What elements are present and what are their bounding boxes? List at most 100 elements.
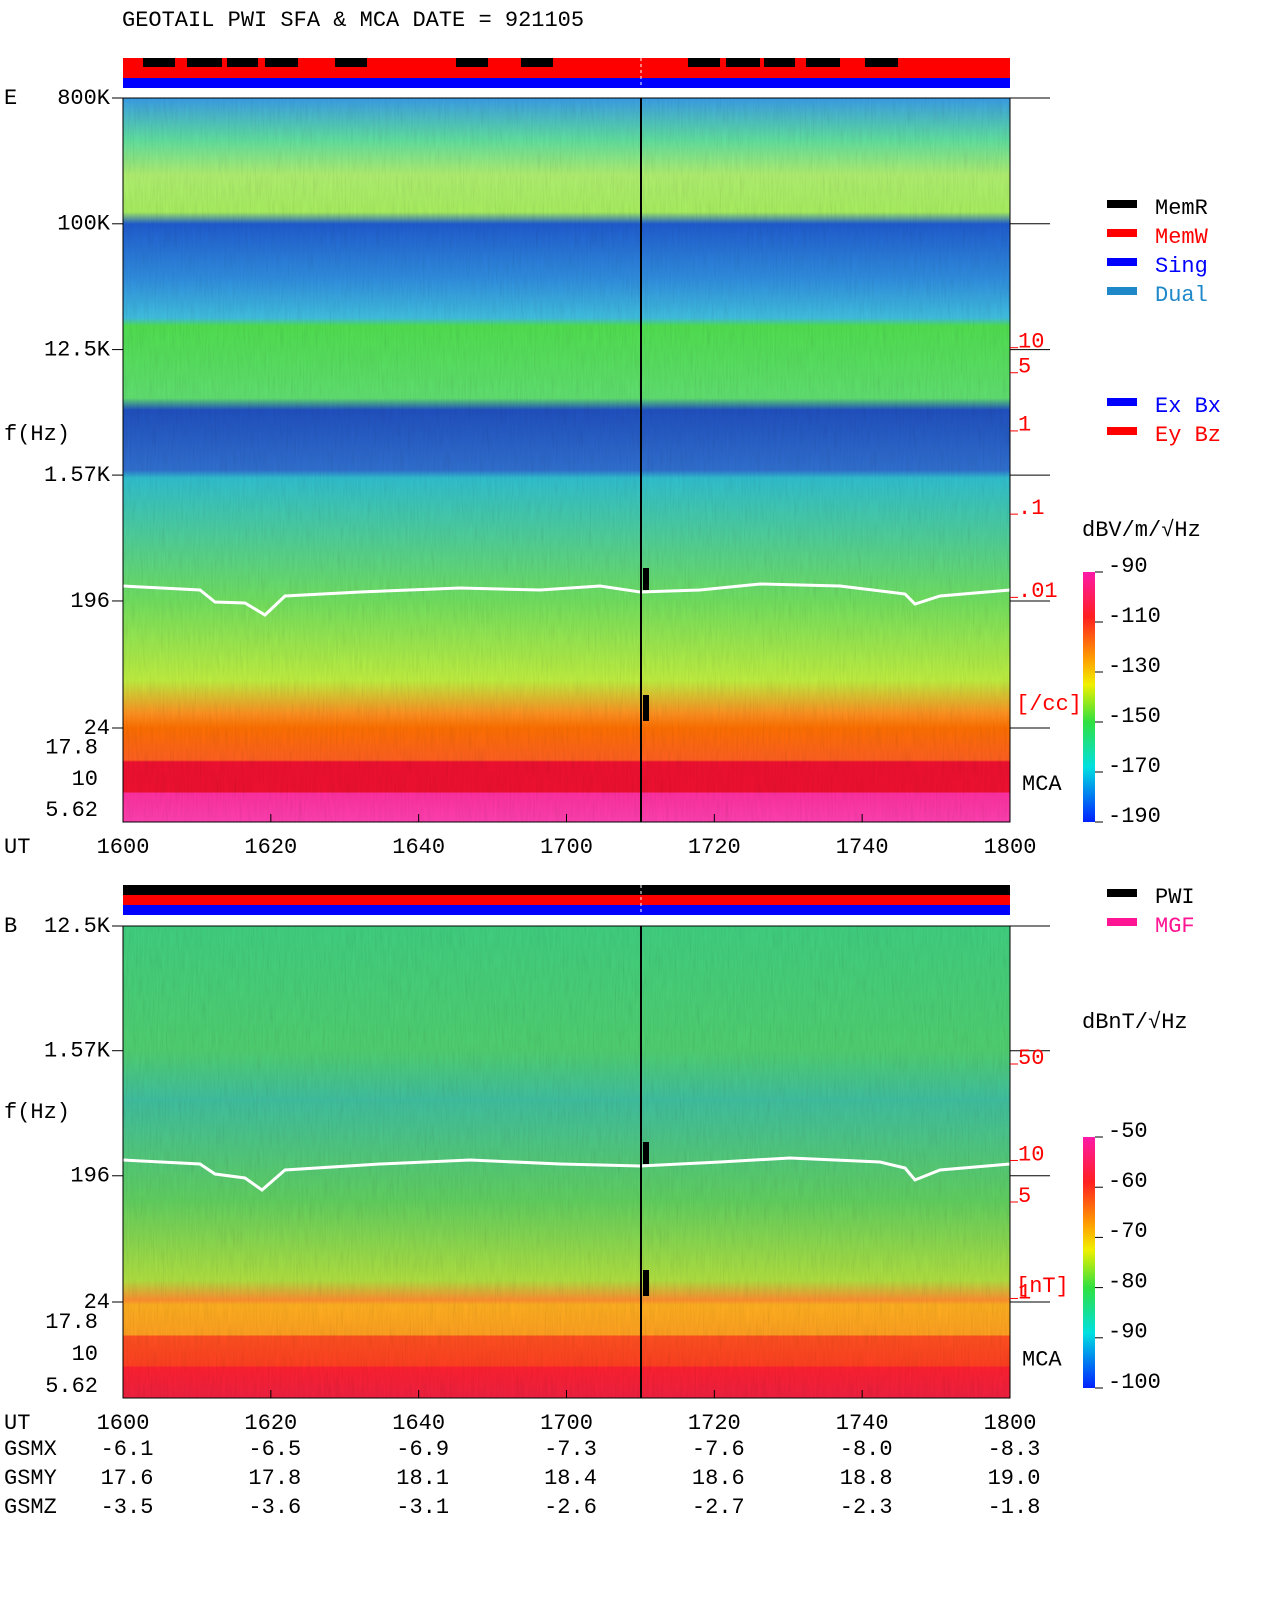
status-bar bbox=[688, 58, 720, 67]
gap-mark bbox=[643, 1270, 649, 1296]
legend-label: MemR bbox=[1155, 196, 1208, 221]
colorbar-tick-label: -130 bbox=[1108, 654, 1161, 679]
y-tick-label: 1.57K bbox=[44, 463, 111, 488]
legend-label: Ex Bx bbox=[1155, 394, 1221, 419]
x-tick-label: 1720 bbox=[688, 835, 741, 860]
orbit-value: -3.6 bbox=[248, 1495, 301, 1520]
legend-swatch bbox=[1107, 889, 1137, 897]
status-bar bbox=[123, 905, 1010, 915]
plasma-line bbox=[122, 582, 1011, 617]
y-tick-label: 1.57K bbox=[44, 1039, 111, 1064]
orbit-value: 18.1 bbox=[396, 1466, 449, 1491]
status-bar bbox=[123, 895, 1010, 905]
legend-swatch bbox=[1107, 287, 1137, 295]
orbit-value: 17.8 bbox=[248, 1466, 301, 1491]
spectrogram-texture bbox=[123, 98, 1010, 822]
colorbar bbox=[1083, 572, 1095, 822]
orbit-value: -2.6 bbox=[544, 1495, 597, 1520]
legend-label: PWI bbox=[1155, 885, 1195, 910]
density-unit: [nT] bbox=[1016, 1274, 1069, 1299]
legend-swatch bbox=[1107, 427, 1137, 435]
orbit-value: 18.6 bbox=[692, 1466, 745, 1491]
panel-label: E bbox=[4, 86, 17, 111]
mca-label: MCA bbox=[1022, 1347, 1062, 1372]
density-tick-label: 50 bbox=[1018, 1046, 1044, 1071]
colorbar-tick-label: -60 bbox=[1108, 1169, 1148, 1194]
status-bar bbox=[726, 58, 760, 67]
density-tick-label: 1 bbox=[1018, 413, 1031, 438]
y-tick-label: 800K bbox=[57, 86, 111, 111]
colorbar-title: dBnT/√Hz bbox=[1082, 1010, 1188, 1035]
x-tick-label: 1600 bbox=[97, 835, 150, 860]
x-tick-label: 1620 bbox=[244, 835, 297, 860]
status-bar bbox=[265, 58, 298, 67]
orbit-label: GSMY bbox=[4, 1466, 57, 1491]
colorbar-title: dBV/m/√Hz bbox=[1082, 518, 1201, 543]
y-axis-label: f(Hz) bbox=[4, 422, 70, 447]
density-tick-label: 5 bbox=[1018, 355, 1031, 380]
orbit-value: -8.0 bbox=[840, 1437, 893, 1462]
legend-label: Ey Bz bbox=[1155, 423, 1221, 448]
legend-swatch bbox=[1107, 918, 1137, 926]
x-tick-label: 1720 bbox=[688, 1411, 741, 1436]
y-tick-label: 12.5K bbox=[44, 337, 111, 362]
density-tick-label: 10 bbox=[1018, 1142, 1044, 1167]
mca-channel-label: 10 bbox=[72, 1342, 98, 1367]
orbit-label: GSMX bbox=[4, 1437, 57, 1462]
legend-swatch bbox=[1107, 200, 1137, 208]
colorbar-tick-label: -100 bbox=[1108, 1370, 1161, 1395]
orbit-label: GSMZ bbox=[4, 1495, 57, 1520]
legend-swatch bbox=[1107, 229, 1137, 237]
status-bar bbox=[123, 78, 1010, 88]
x-tick-label: 1640 bbox=[392, 835, 445, 860]
orbit-value: -7.6 bbox=[692, 1437, 745, 1462]
y-axis-label: f(Hz) bbox=[4, 1100, 70, 1125]
legend-label: MGF bbox=[1155, 914, 1195, 939]
status-bar bbox=[764, 58, 795, 67]
orbit-value: -3.5 bbox=[101, 1495, 154, 1520]
status-bar bbox=[123, 885, 1010, 895]
y-tick-label: 12.5K bbox=[44, 914, 111, 939]
y-tick-label: 196 bbox=[70, 589, 110, 614]
status-bar bbox=[123, 58, 1010, 68]
x-tick-label: 1640 bbox=[392, 1411, 445, 1436]
orbit-value: -1.8 bbox=[988, 1495, 1041, 1520]
status-bar bbox=[865, 58, 898, 67]
orbit-value: -6.9 bbox=[396, 1437, 449, 1462]
colorbar-tick-label: -170 bbox=[1108, 754, 1161, 779]
density-unit: [/cc] bbox=[1016, 692, 1082, 717]
mca-channel-label: 17.8 bbox=[45, 1310, 98, 1335]
density-tick-label: 5 bbox=[1018, 1184, 1031, 1209]
y-tick-label: 24 bbox=[84, 1290, 110, 1315]
status-bar bbox=[806, 58, 840, 67]
status-bar bbox=[227, 58, 258, 67]
mca-label: MCA bbox=[1022, 772, 1062, 797]
mca-channel-label: 5.62 bbox=[45, 798, 98, 823]
x-tick-label: 1800 bbox=[984, 1411, 1037, 1436]
legend-label: Sing bbox=[1155, 254, 1208, 279]
x-tick-label: 1700 bbox=[540, 1411, 593, 1436]
colorbar-tick-label: -90 bbox=[1108, 1320, 1148, 1345]
gap-mark bbox=[643, 695, 649, 721]
x-tick-label: 1740 bbox=[836, 1411, 889, 1436]
legend-swatch bbox=[1107, 258, 1137, 266]
mca-channel-label: 5.62 bbox=[45, 1374, 98, 1399]
orbit-value: -6.1 bbox=[101, 1437, 154, 1462]
legend-swatch bbox=[1107, 398, 1137, 406]
y-tick-label: 196 bbox=[70, 1164, 110, 1189]
density-tick-label: .1 bbox=[1018, 496, 1044, 521]
x-tick-label: 1700 bbox=[540, 835, 593, 860]
x-tick-label: 1800 bbox=[984, 835, 1037, 860]
y-tick-label: 24 bbox=[84, 716, 110, 741]
orbit-value: 17.6 bbox=[101, 1466, 154, 1491]
gap-mark bbox=[643, 1142, 649, 1164]
orbit-value: 18.8 bbox=[840, 1466, 893, 1491]
colorbar-tick-label: -150 bbox=[1108, 704, 1161, 729]
panel-label: B bbox=[4, 914, 17, 939]
x-tick-label: 1620 bbox=[244, 1411, 297, 1436]
x-axis-label: UT bbox=[4, 835, 30, 860]
orbit-value: -6.5 bbox=[248, 1437, 301, 1462]
legend-label: MemW bbox=[1155, 225, 1209, 250]
mca-channel-label: 17.8 bbox=[45, 735, 98, 760]
